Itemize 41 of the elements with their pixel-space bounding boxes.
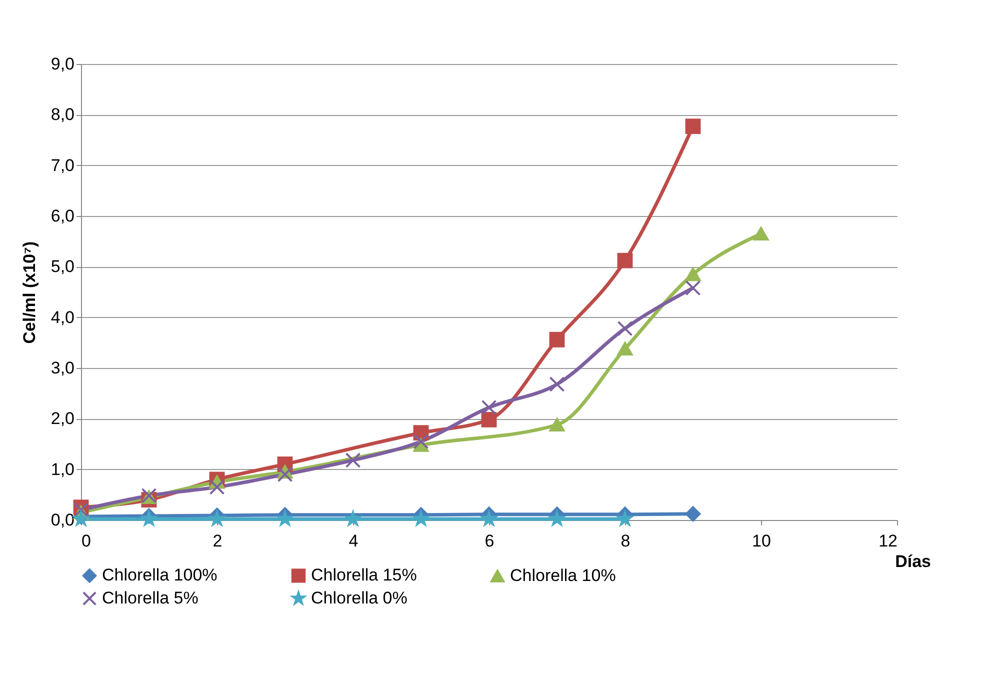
point	[617, 342, 633, 356]
y-axis-title: Cel/ml (x10⁷)	[20, 241, 39, 344]
y-tick-label: 5,0	[50, 257, 74, 276]
y-tick-label: 6,0	[50, 206, 74, 226]
point	[549, 418, 565, 432]
point	[481, 400, 497, 416]
y-tick-label: 3,0	[50, 358, 74, 378]
point	[481, 412, 497, 428]
y-tick-label: 0,0	[50, 510, 74, 530]
point	[345, 452, 361, 468]
legend-label: Chlorella 0%	[311, 588, 408, 608]
legend-label: Chlorella 10%	[510, 566, 616, 586]
point	[753, 226, 769, 241]
x-tick-label: 8	[620, 532, 630, 550]
x-axis-title: Días	[895, 552, 931, 571]
y-tick-label: 7,0	[50, 156, 74, 175]
point	[549, 376, 565, 392]
x-tick-label: 10	[752, 532, 771, 550]
point	[549, 332, 565, 348]
point	[685, 118, 701, 134]
point	[617, 252, 633, 268]
legend-label: Chlorella 100%	[102, 566, 218, 585]
y-tick-label: 9,0	[50, 54, 74, 74]
x-tick-label: 12	[878, 532, 898, 550]
legend-label: Chlorella 5%	[102, 588, 198, 608]
point	[617, 320, 633, 336]
legend-label: Chlorella 15%	[311, 566, 417, 585]
y-tick-label: 4,0	[50, 308, 74, 327]
point	[413, 434, 429, 450]
x-tick-label: 0	[82, 532, 91, 550]
point	[209, 479, 225, 495]
x-tick-label: 6	[484, 532, 494, 550]
point	[685, 280, 701, 296]
y-tick-label: 1,0	[50, 460, 74, 479]
point	[685, 506, 701, 522]
y-tick-label: 8,0	[50, 105, 74, 124]
x-tick-label: 2	[212, 532, 222, 550]
point	[685, 267, 701, 282]
y-tick-label: 2,0	[50, 409, 74, 428]
point	[277, 466, 293, 482]
x-tick-label: 4	[348, 532, 358, 550]
